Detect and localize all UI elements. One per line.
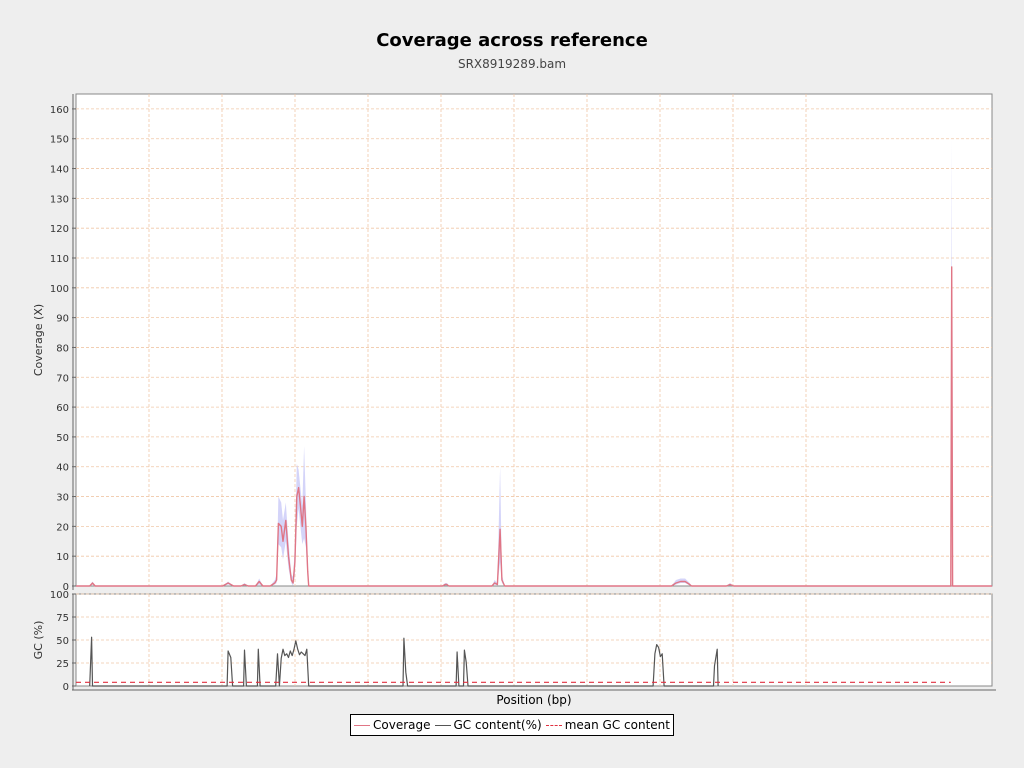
legend-label-mean-gc: mean GC content — [564, 718, 670, 732]
coverage-y-tick-label: 120 — [50, 224, 69, 235]
gc-y-tick-label: 0 — [63, 682, 69, 693]
coverage-y-tick-label: 130 — [50, 194, 69, 205]
coverage-y-tick-label: 40 — [56, 463, 69, 474]
chart-subtitle: SRX8919289.bam — [457, 57, 567, 71]
legend-swatch-gc — [434, 724, 451, 726]
coverage-y-tick-label: 60 — [56, 403, 69, 414]
coverage-line — [76, 266, 992, 587]
legend-item-gc: GC content(%) — [434, 718, 542, 732]
coverage-y-tick-label: 50 — [56, 433, 69, 444]
legend-swatch-mean-gc — [545, 724, 562, 726]
coverage-y-tick-label: 110 — [50, 254, 69, 265]
gc-y-tick-label: 50 — [56, 636, 69, 647]
legend-item-coverage: Coverage — [354, 718, 431, 732]
coverage-plot-area — [75, 93, 993, 587]
coverage-y-tick-label: 140 — [50, 165, 69, 176]
coverage-y-tick-label: 0 — [63, 582, 69, 593]
gc-y-tick-label: 25 — [56, 659, 69, 670]
coverage-y-tick-label: 160 — [50, 105, 69, 116]
chart-title: Coverage across reference — [376, 30, 648, 51]
coverage-y-tick-label: 30 — [56, 493, 69, 504]
coverage-y-tick-label: 10 — [56, 552, 69, 563]
chart-legend: Coverage GC content(%) mean GC content — [350, 714, 674, 736]
gc-y-tick-label: 75 — [56, 613, 69, 624]
y-axis-label-gc: GC (%) — [32, 621, 45, 660]
legend-label-gc: GC content(%) — [453, 718, 542, 732]
coverage-y-tick-label: 90 — [56, 314, 69, 325]
legend-label-coverage: Coverage — [373, 718, 431, 732]
gc-y-tick-label: 100 — [50, 590, 69, 601]
coverage-y-tick-label: 70 — [56, 373, 69, 384]
coverage-y-tick-label: 20 — [56, 522, 69, 533]
coverage-y-tick-label: 80 — [56, 343, 69, 354]
coverage-y-tick-label: 150 — [50, 135, 69, 146]
y-axis-label-coverage: Coverage (X) — [32, 304, 45, 376]
gc-content-line — [89, 636, 719, 687]
coverage-y-tick-label: 100 — [50, 284, 69, 295]
x-axis-label: Position (bp) — [496, 693, 571, 707]
legend-swatch-coverage — [354, 724, 370, 726]
legend-item-mean-gc: mean GC content — [545, 718, 670, 732]
